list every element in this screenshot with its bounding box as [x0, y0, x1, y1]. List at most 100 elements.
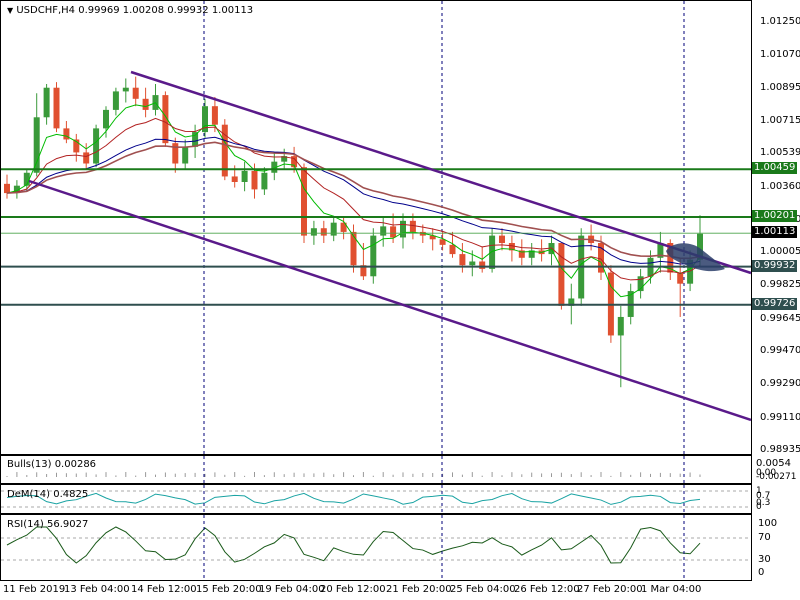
price-chart-pane[interactable]: ▼ USDCHF,H4 0.99969 1.00208 0.99932 1.00… — [0, 0, 752, 455]
time-axis[interactable]: 11 Feb 2019 13 Feb 04:00 14 Feb 12:00 15 Fe… — [0, 581, 752, 600]
chart-header: ▼ USDCHF,H4 0.99969 1.00208 0.99932 1.00… — [7, 5, 253, 16]
price-tick-label: 1.00895 — [760, 81, 800, 93]
candle-body — [261, 172, 268, 190]
candle-body — [231, 176, 238, 182]
rsi-scale: 100 70 30 0 — [752, 514, 800, 581]
candle-body — [687, 259, 694, 284]
bulls-value: 0.00286 — [54, 459, 97, 470]
price-level-tag: 1.00459 — [752, 162, 798, 175]
candle-body — [83, 152, 90, 164]
bulls-scale-bottom: -0.00271 — [756, 472, 797, 482]
candle-body — [479, 261, 486, 269]
candle-body — [221, 124, 228, 177]
candle-body — [172, 143, 179, 164]
dem-label: DeM(14) — [7, 489, 51, 500]
demarker-pane[interactable]: DeM(14) 0.4825 — [0, 484, 752, 514]
candle-body — [73, 139, 80, 153]
price-tick-label: 0.99825 — [760, 279, 800, 291]
candle-body — [271, 161, 278, 173]
candle-body — [380, 226, 387, 236]
rsi-value: 56.9027 — [46, 519, 89, 530]
dem-value: 0.4825 — [53, 489, 89, 500]
rsi-svg — [1, 515, 751, 580]
candle-body — [33, 117, 40, 173]
time-tick-label: 1 Mar 04:00 — [641, 584, 702, 595]
symbol-label: USDCHF,H4 — [16, 5, 76, 16]
dem-header: DeM(14) 0.4825 — [7, 489, 88, 500]
time-tick-label: 21 Feb 20:00 — [386, 584, 452, 595]
candle-body — [528, 250, 535, 258]
ohlc-values: 0.99969 1.00208 0.99932 1.00113 — [78, 5, 254, 16]
price-tick-label: 0.99470 — [760, 345, 800, 357]
rsi-header: RSI(14) 56.9027 — [7, 519, 88, 530]
candle-body — [657, 243, 664, 258]
bulls-scale-zero: 0.00 — [756, 468, 777, 478]
candle-body — [112, 91, 119, 110]
candle-body — [192, 132, 199, 147]
forecast-cloud — [666, 243, 725, 272]
candle-body — [409, 220, 416, 232]
time-tick-label: 26 Feb 12:00 — [514, 584, 580, 595]
candle-body — [449, 244, 456, 255]
bulls-header: Bulls(13) 0.00286 — [7, 459, 96, 470]
time-tick-label: 27 Feb 20:00 — [577, 584, 643, 595]
candle-body — [13, 185, 20, 194]
demarker-svg — [1, 485, 751, 513]
price-tick-label: 0.99290 — [760, 378, 800, 390]
candle-body — [489, 235, 496, 269]
price-level-tag: 0.99932 — [752, 259, 798, 272]
time-tick-label: 15 Feb 20:00 — [196, 584, 262, 595]
price-tick-label: 1.00715 — [760, 114, 800, 126]
candle-body — [637, 276, 644, 292]
bulls-label: Bulls(13) — [7, 459, 52, 470]
dem-scale: 1 0.7 0.3 0 — [752, 484, 800, 514]
time-tick-label: 11 Feb 2019 — [3, 584, 66, 595]
price-chart-svg[interactable] — [1, 1, 751, 454]
candle-body — [439, 239, 446, 245]
candle-body — [499, 235, 505, 244]
bulls-scale-top: 0.0054 — [756, 458, 791, 469]
candle-body — [63, 128, 70, 140]
ma-slow-line — [6, 136, 701, 265]
candle-body — [142, 98, 149, 110]
candle-body — [370, 235, 377, 277]
chevron-down-icon[interactable]: ▼ — [7, 6, 14, 15]
candle-body — [617, 316, 624, 336]
bulls-scale: 0.0054 0.00 -0.00271 — [752, 455, 800, 484]
time-tick-label: 14 Feb 12:00 — [131, 584, 197, 595]
time-tick-label: 19 Feb 04:00 — [259, 584, 325, 595]
candle-body — [667, 243, 674, 273]
candle-body — [241, 170, 248, 182]
price-tick-label: 0.99645 — [760, 312, 800, 324]
rsi-pane[interactable]: RSI(14) 56.9027 — [0, 514, 752, 581]
candle-body — [320, 228, 327, 236]
rsi-line — [6, 526, 701, 564]
price-level-tag: 1.00113 — [752, 226, 798, 239]
bulls-power-pane[interactable]: Bulls(13) 0.00286 — [0, 455, 752, 484]
candle-body — [43, 87, 50, 118]
candle-body — [459, 254, 466, 266]
candle-body — [429, 235, 436, 240]
price-level-tag: 0.99726 — [752, 297, 798, 310]
candle-body — [162, 95, 169, 144]
ma-fast-line — [6, 102, 701, 298]
candle-body — [211, 106, 218, 125]
channel-upper-line — [130, 70, 751, 275]
time-tick-label: 13 Feb 04:00 — [64, 584, 130, 595]
candle-body — [390, 226, 397, 238]
candle-body — [350, 231, 357, 266]
candle-body — [697, 233, 703, 260]
candle-body — [598, 243, 604, 273]
channel-lower-line — [28, 179, 751, 422]
candle-body — [291, 156, 298, 168]
price-tick-label: 1.00005 — [760, 246, 800, 258]
candle-body — [310, 228, 317, 236]
candle-body — [568, 298, 575, 306]
candle-body — [103, 109, 109, 129]
candle-body — [400, 220, 406, 238]
candle-body — [23, 172, 30, 186]
candle-body — [202, 106, 208, 133]
rsi-scale-0: 0 — [758, 567, 765, 578]
rsi-scale-100: 100 — [758, 518, 778, 529]
time-tick-label: 20 Feb 12:00 — [320, 584, 386, 595]
